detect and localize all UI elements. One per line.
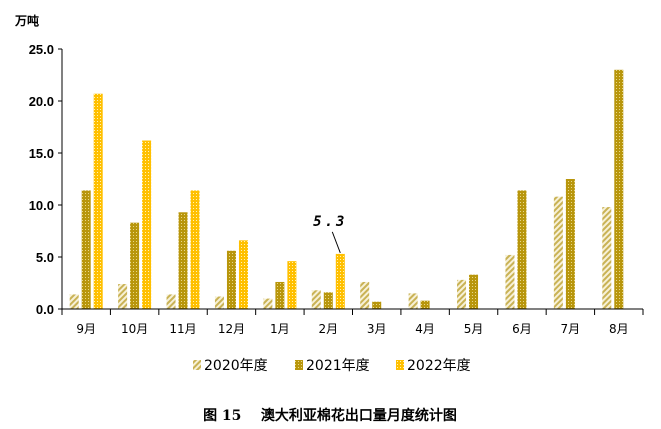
legend-label-2021年度: 2021年度	[306, 358, 370, 374]
bar-2021年度-9月	[81, 190, 91, 309]
bar-2022年度-1月	[287, 261, 297, 309]
bar-2021年度-10月	[130, 222, 140, 309]
bar-2020年度-2月	[311, 290, 321, 309]
y-tick-label: 0.0	[36, 302, 54, 317]
x-tick-label: 5月	[464, 322, 484, 336]
bar-2020年度-3月	[360, 281, 370, 309]
x-tick-label: 3月	[367, 322, 387, 336]
bar-2021年度-2月	[323, 292, 333, 309]
x-tick-label: 8月	[609, 322, 629, 336]
bar-2021年度-11月	[178, 212, 188, 309]
bar-2021年度-7月	[565, 179, 575, 309]
annotation-label: 5.3	[313, 214, 347, 230]
x-tick-label: 9月	[76, 322, 96, 336]
bar-2020年度-4月	[408, 293, 418, 309]
figure-caption: 图 15 澳大利亚棉花出口量月度统计图	[203, 407, 457, 424]
bar-2020年度-8月	[602, 207, 612, 309]
bar-2020年度-10月	[118, 284, 128, 309]
y-axis-unit: 万吨	[14, 13, 39, 28]
annotations: 5.3	[313, 214, 347, 254]
x-tick-label: 4月	[415, 322, 435, 336]
x-axis-labels: 9月 10月 11月 12月 1月 2月 3月 4月 5月 6月 7月 8月	[76, 322, 628, 336]
legend-label-2022年度: 2022年度	[407, 358, 471, 374]
bar-2021年度-6月	[517, 190, 527, 309]
x-tick-label: 1月	[270, 322, 290, 336]
legend-swatch-2022年度	[396, 360, 404, 370]
y-tick-label: 5.0	[36, 250, 54, 265]
bar-2020年度-11月	[166, 294, 176, 309]
y-axis-ticks: 0.0 5.0 10.0 15.0 20.0 25.0	[29, 42, 62, 317]
bar-2020年度-9月	[69, 294, 79, 309]
y-tick-label: 25.0	[29, 42, 54, 57]
x-tick-label: 6月	[512, 322, 532, 336]
bar-2022年度-11月	[190, 190, 200, 309]
bars	[69, 69, 624, 309]
legend-swatch-2020年度	[193, 360, 201, 370]
x-tick-label: 2月	[318, 322, 338, 336]
bar-2022年度-12月	[238, 240, 248, 309]
bar-2021年度-8月	[614, 69, 624, 309]
bar-2020年度-12月	[214, 296, 224, 309]
bar-2021年度-1月	[275, 281, 285, 309]
axes	[61, 49, 644, 315]
legend-label-2020年度: 2020年度	[204, 358, 268, 374]
x-tick-label: 11月	[169, 322, 196, 336]
x-tick-label: 10月	[121, 322, 148, 336]
bar-2022年度-2月	[335, 253, 345, 309]
legend-swatch-2021年度	[295, 360, 303, 370]
bar-2021年度-12月	[226, 250, 236, 309]
y-tick-label: 10.0	[29, 198, 54, 213]
bar-2021年度-4月	[420, 300, 430, 309]
bar-2020年度-1月	[263, 298, 273, 309]
bar-2021年度-5月	[469, 274, 479, 309]
annotation-leader-line	[331, 231, 341, 254]
bar-2022年度-9月	[93, 93, 103, 309]
y-tick-label: 15.0	[29, 146, 54, 161]
bar-2020年度-6月	[505, 254, 515, 309]
bar-2021年度-3月	[372, 301, 382, 309]
x-tick-label: 7月	[561, 322, 581, 336]
y-tick-label: 20.0	[29, 94, 54, 109]
x-tick-label: 12月	[218, 322, 245, 336]
legend: 2020年度 2021年度 2022年度	[193, 358, 471, 374]
bar-2020年度-7月	[553, 196, 563, 309]
bar-2020年度-5月	[457, 279, 467, 309]
bar-2022年度-10月	[142, 140, 152, 309]
